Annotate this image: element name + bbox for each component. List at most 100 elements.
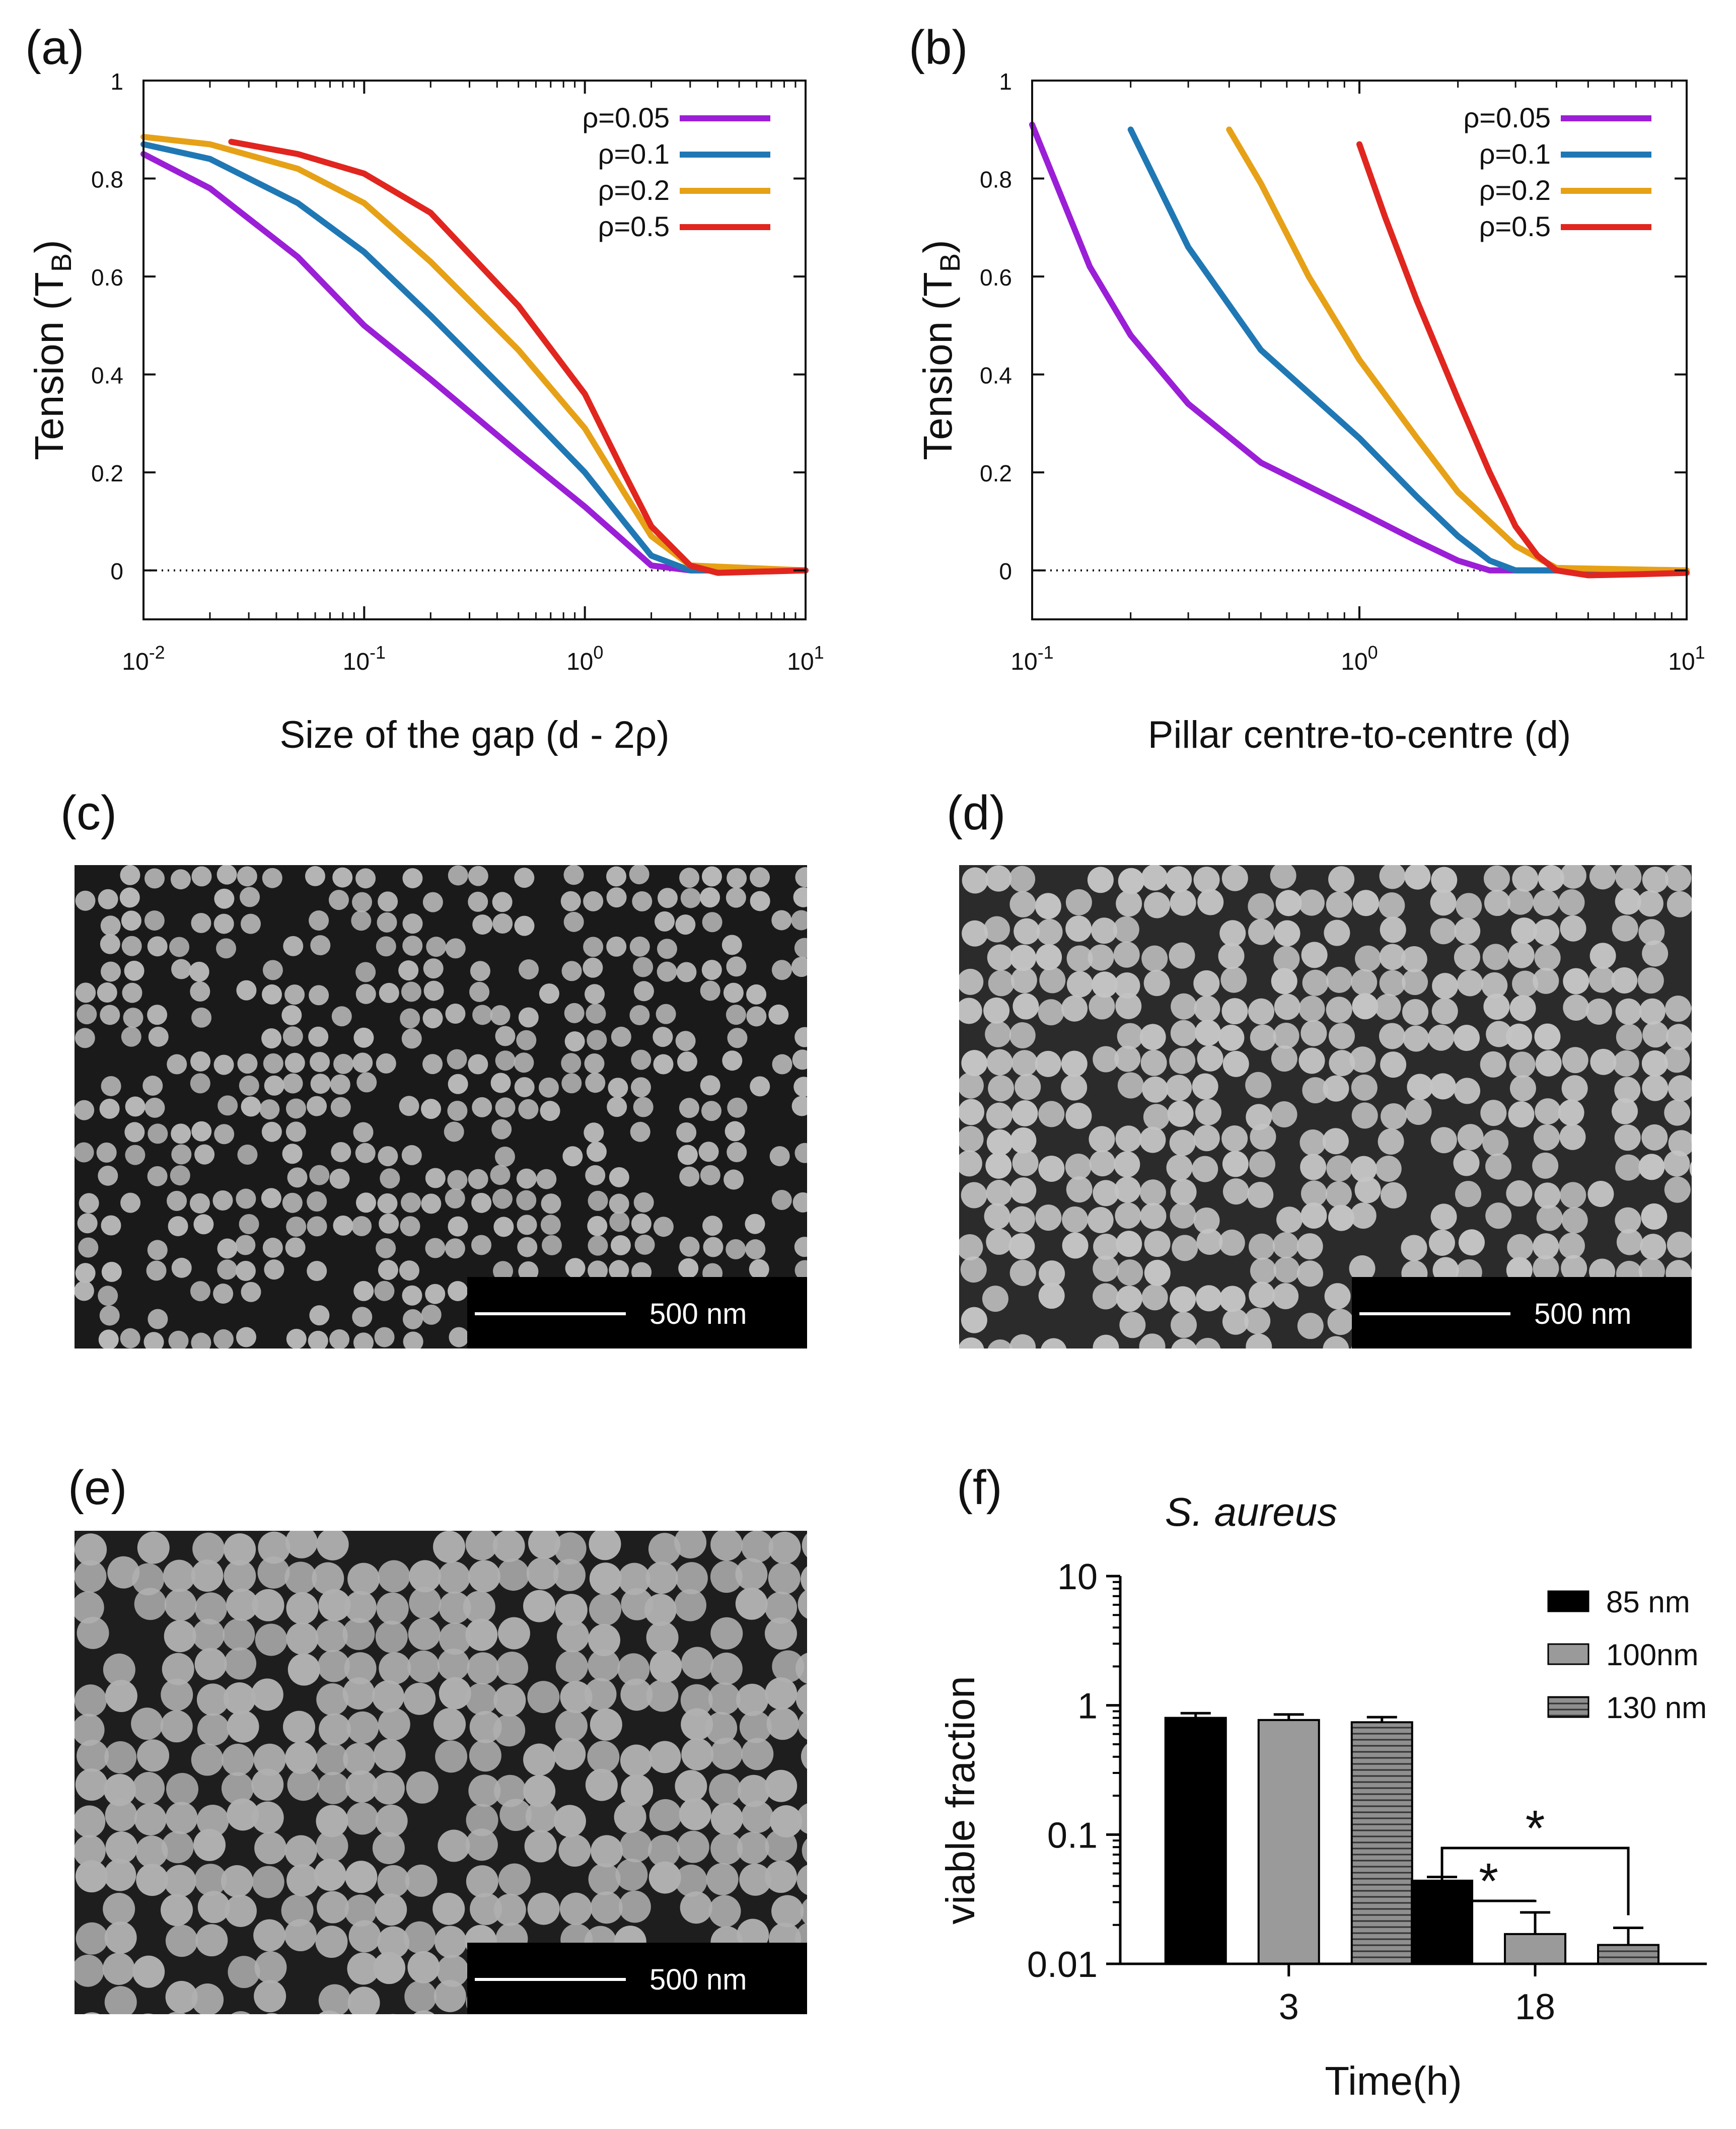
nanopillar	[97, 982, 117, 1003]
nanopillar	[1457, 1124, 1484, 1151]
viable-fraction-bar-chart: S. aureus 3 18 0.01 0.1 1 10 Time(h) viable frac…	[938, 1489, 1707, 2103]
nanopillar	[490, 1073, 511, 1093]
nanopillar	[1010, 1127, 1037, 1154]
nanopillar	[190, 981, 210, 1002]
nanopillar	[1456, 893, 1482, 919]
nanopillar	[212, 1190, 233, 1211]
nanopillar	[408, 1617, 441, 1650]
nanopillar	[1614, 1077, 1641, 1103]
nanopillar	[168, 2011, 186, 2014]
nanopillar	[352, 1052, 373, 1073]
nanopillar	[797, 1865, 807, 1895]
nanopillar	[448, 1074, 468, 1094]
nanopillar	[794, 938, 807, 958]
nanopillar	[1139, 1179, 1166, 1206]
nanopillar	[316, 1683, 349, 1716]
nanopillar	[1036, 944, 1062, 970]
nanopillar	[406, 1771, 439, 1804]
nanopillar	[75, 1281, 94, 1301]
nanopillar	[710, 1531, 743, 1561]
nanopillar	[1140, 1049, 1167, 1076]
nanopillar	[373, 1952, 406, 1984]
nanopillar	[330, 1097, 351, 1117]
legend-label: 130 nm	[1606, 1691, 1707, 1725]
nanopillar	[75, 1860, 108, 1893]
nanopillar	[959, 1337, 984, 1349]
nanopillar	[1668, 1075, 1692, 1102]
nanopillar	[1118, 868, 1144, 894]
nanopillar	[347, 1563, 380, 1595]
nanopillar	[1093, 1234, 1120, 1260]
nanopillar	[378, 1560, 410, 1593]
nanopillar	[228, 1956, 260, 1989]
nanopillar	[1089, 993, 1115, 1020]
nanopillar	[328, 890, 349, 910]
nanopillar	[314, 1859, 346, 1891]
nanopillar	[1589, 943, 1616, 969]
nanopillar	[217, 1259, 238, 1280]
nanopillar	[353, 1281, 374, 1301]
nanopillar	[561, 1053, 582, 1074]
nanopillar	[447, 1170, 468, 1190]
nanopillar	[725, 1121, 745, 1142]
nanopillar	[171, 959, 192, 979]
nanopillar	[1430, 889, 1457, 916]
nanopillar	[1558, 1099, 1584, 1126]
nanopillar	[985, 865, 1012, 892]
y-tick-label: 0.01	[1027, 1945, 1098, 1985]
nanopillar	[1302, 1077, 1329, 1104]
plot-frame	[142, 80, 807, 620]
nanopillar	[310, 935, 331, 956]
nanopillar	[165, 1925, 198, 1957]
nanopillar	[1246, 1104, 1272, 1130]
bar-gray	[1257, 1719, 1320, 1965]
nanopillar	[1093, 1255, 1119, 1282]
nanopillar	[402, 868, 423, 889]
nanopillar	[633, 981, 654, 1002]
nanopillar	[1637, 890, 1663, 917]
nanopillar	[1009, 891, 1036, 917]
nanopillar	[1039, 1260, 1065, 1287]
nanopillar	[679, 868, 700, 888]
nanopillar	[213, 913, 234, 934]
nanopillar	[104, 1986, 137, 2014]
nanopillar	[1664, 1176, 1691, 1203]
nanopillar	[217, 1238, 238, 1259]
nanopillar	[721, 935, 742, 955]
nanopillar	[1535, 1050, 1562, 1077]
nanopillar	[986, 1228, 1012, 1255]
nanopillar	[132, 1563, 165, 1596]
nanopillar	[1140, 1202, 1167, 1229]
nanopillar	[1245, 1072, 1272, 1098]
nanopillar	[333, 1215, 353, 1236]
nanopillar	[1039, 967, 1066, 993]
nanopillar	[1038, 1283, 1065, 1309]
nanopillar	[353, 1332, 374, 1349]
nanopillar	[262, 868, 282, 888]
nanopillar	[798, 1589, 807, 1619]
nanopillar	[218, 1095, 238, 1116]
nanopillar	[316, 1829, 348, 1862]
nanopillar	[1666, 1024, 1692, 1050]
nanopillar	[680, 1684, 713, 1717]
nanopillar	[448, 1281, 468, 1301]
nanopillar	[645, 1562, 678, 1594]
nanopillar	[1062, 1232, 1089, 1259]
nanopillar	[224, 1533, 256, 1566]
nanopillar	[445, 1238, 465, 1259]
nanopillar	[1428, 1229, 1455, 1256]
nanopillar	[137, 1739, 170, 1772]
nanopillar	[961, 1307, 987, 1333]
series-line-1	[140, 151, 809, 574]
nanopillar	[710, 1617, 743, 1650]
nanopillar	[1533, 1124, 1560, 1151]
nanopillar	[164, 1620, 196, 1653]
significance-bracket	[1440, 1899, 1537, 1931]
nanopillar	[677, 1051, 697, 1072]
nanopillar	[284, 1052, 305, 1073]
nanopillar	[1144, 892, 1171, 918]
nanopillar	[1011, 1100, 1038, 1126]
legend-swatch	[1547, 1643, 1589, 1665]
bar-hatched	[1597, 1944, 1660, 1965]
nanopillar	[1169, 942, 1195, 969]
